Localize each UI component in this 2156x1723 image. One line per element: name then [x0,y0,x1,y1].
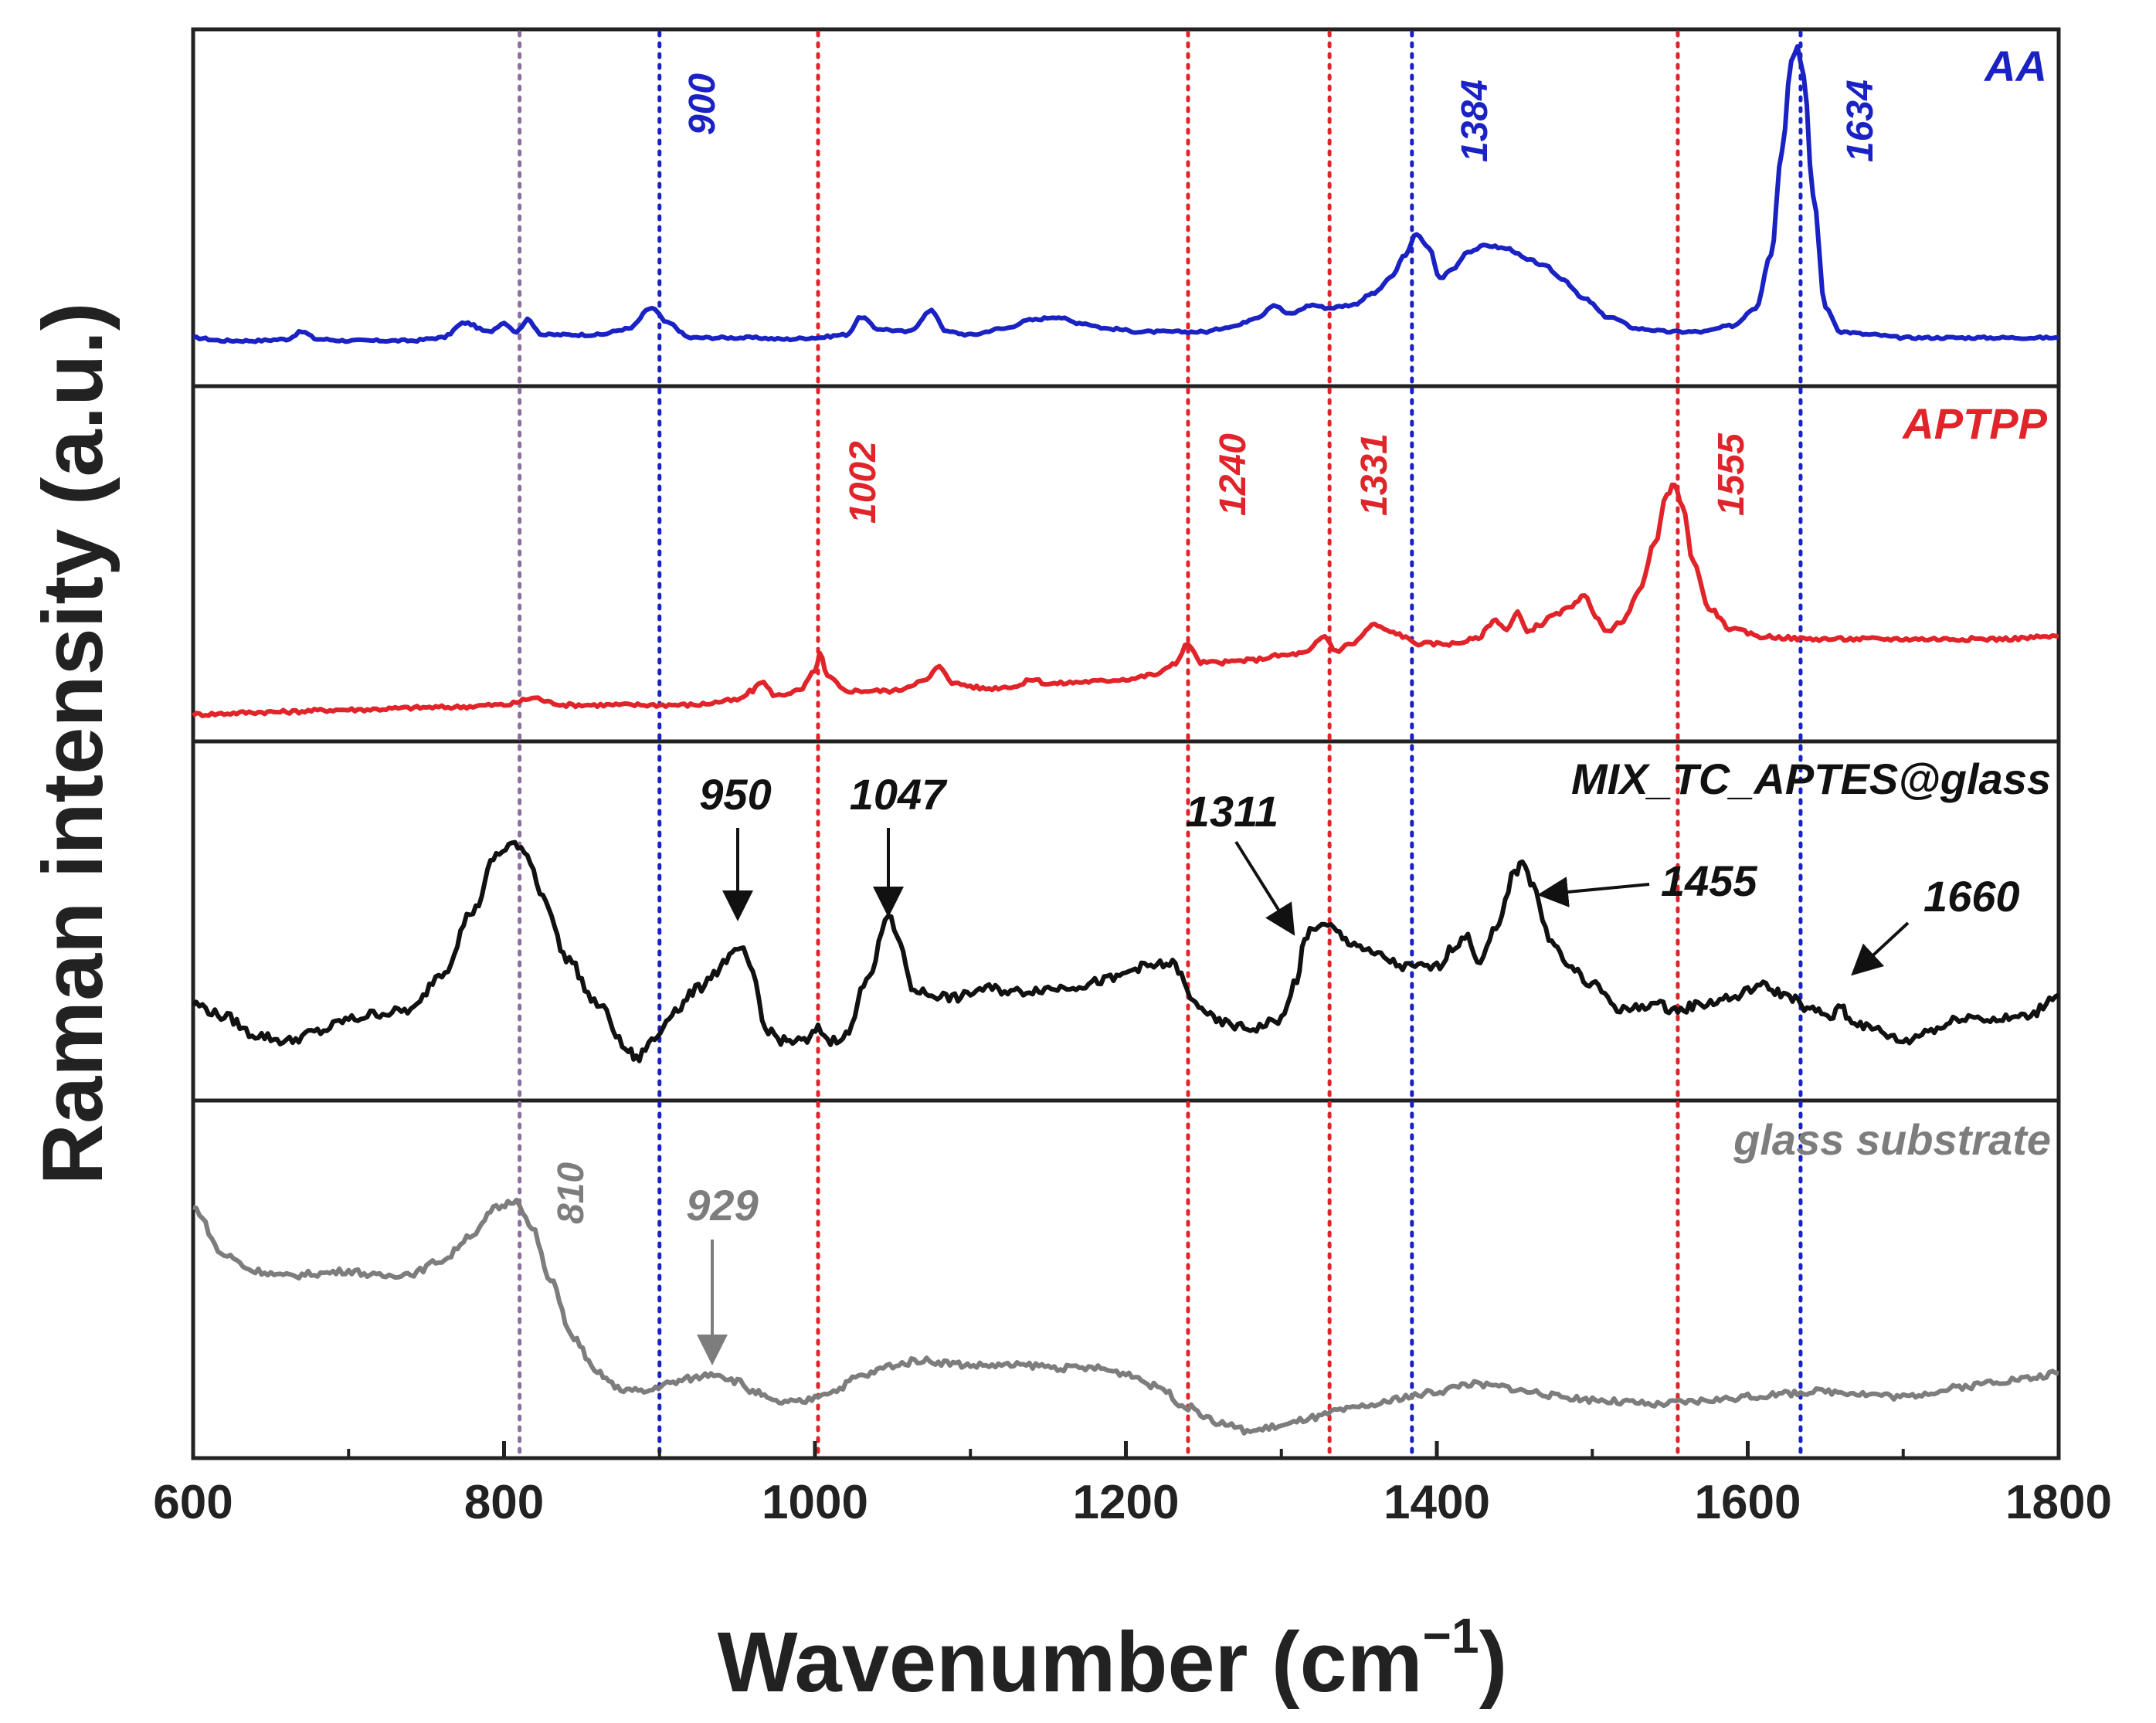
series-line-aa [193,44,2059,344]
peak-label-929: 929 [686,1181,758,1230]
plot-frame [191,27,2061,1460]
panel-label-aptpp: APTPP [1901,399,2047,448]
panel-label-glass: glass substrate [1733,1115,2051,1164]
series-layer [191,44,2060,1436]
series-line-glass-substrate [192,1197,2059,1436]
series-line-aptpp [192,482,2059,718]
peak-label-1047: 1047 [850,770,948,819]
vline-label-1240: 1240 [1213,433,1254,516]
x-axis-title-sup: −1 [1423,1608,1479,1664]
panel-label-aa: AA [1983,42,2047,90]
reference-lines [518,30,1803,1457]
peak-label-1311: 1311 [1186,787,1278,836]
vline-label-1384: 1384 [1455,80,1496,162]
peak-label-1660: 1660 [1923,872,2020,921]
vline-label-900: 900 [682,73,723,135]
vline-label-1555: 1555 [1711,432,1752,516]
panel-label-mix: MIX_TC_APTES@glass [1571,755,2051,803]
peak-annotations: 950 1047 1311 1455 1660 929 [686,770,2020,1365]
x-axis-title-close: ) [1479,1615,1508,1710]
peak-arrow-1455 [1537,877,1650,907]
peak-arrow-1311 [1234,840,1295,936]
x-axis-title: Wavenumber (cm−1) [718,1608,1507,1710]
x-axis-title-main: Wavenumber (cm [718,1615,1423,1710]
series-line-mix-tc-aptes-glass [191,839,2060,1063]
x-axis-ticks: 600 800 1000 1200 1400 1600 1800 [153,1441,2112,1529]
y-axis-title: Raman intensity (a.u.) [25,303,121,1185]
vline-label-1331: 1331 [1354,433,1395,516]
peak-label-1455: 1455 [1661,856,1757,905]
x-tick-label-1600: 1600 [1695,1476,1801,1529]
x-tick-label-1400: 1400 [1384,1476,1490,1529]
x-tick-label-1800: 1800 [2005,1476,2112,1529]
vline-label-1634: 1634 [1840,80,1881,162]
peak-label-950: 950 [699,770,771,819]
x-tick-label-800: 800 [464,1476,544,1529]
x-tick-label-600: 600 [153,1476,233,1529]
x-tick-label-1000: 1000 [762,1476,868,1529]
x-tick-label-1200: 1200 [1073,1476,1180,1529]
vline-label-1002: 1002 [843,441,884,524]
vline-label-810: 810 [551,1162,592,1224]
peak-arrow-1660 [1851,921,1910,976]
